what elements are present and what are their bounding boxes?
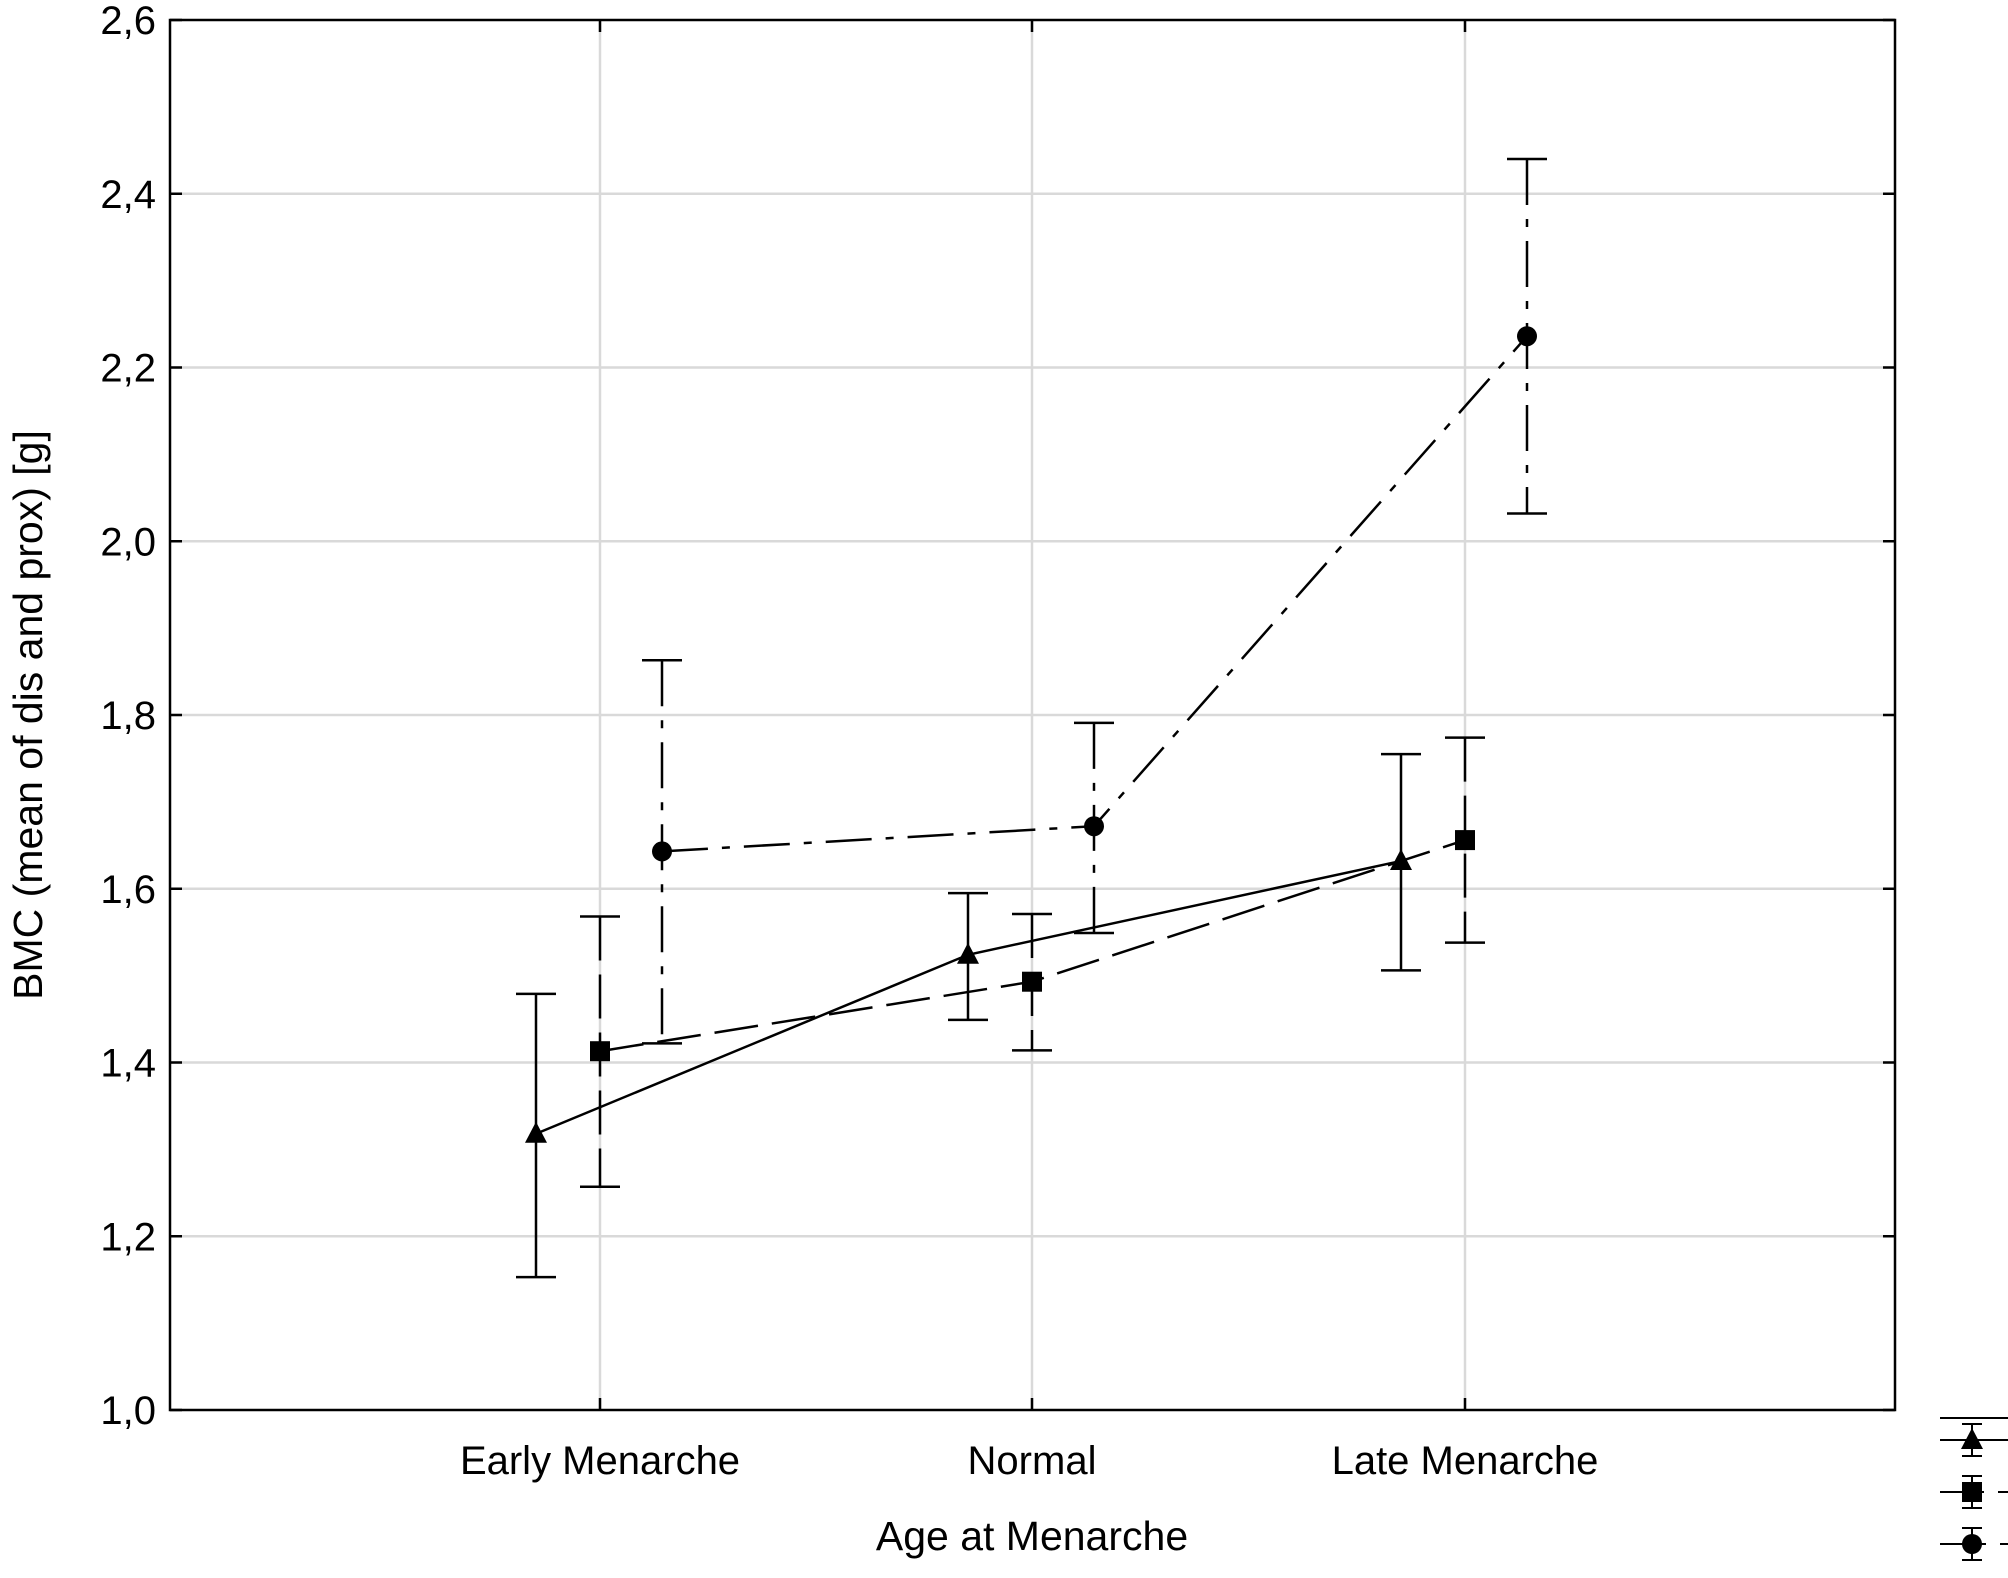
y-tick-label: 2,2 <box>100 347 156 391</box>
legend-marker-triangle <box>1961 1428 1983 1449</box>
data-point-circle <box>1517 326 1537 347</box>
y-tick-label: 1,0 <box>100 1389 156 1433</box>
y-axis-title: BMC (mean of dis and prox) [g] <box>5 430 51 1000</box>
legend-item-circle <box>1940 1527 2008 1561</box>
legend-item-square <box>1940 1475 2008 1509</box>
series-group <box>516 157 1547 1279</box>
data-point-square <box>1455 830 1475 851</box>
data-point-triangle <box>1390 848 1412 870</box>
legend-marker-square <box>1962 1482 1982 1502</box>
legend-marker-circle <box>1962 1534 1982 1554</box>
x-axis: Early Menarche Normal Late Menarche <box>460 20 1598 1483</box>
x-tick-label: Early Menarche <box>460 1439 740 1483</box>
series-line <box>661 335 1528 853</box>
y-axis: 1,0 1,2 1,4 1,6 1,8 2,0 2,2 2,4 2,6 <box>100 0 1895 1433</box>
y-tick-label: 1,6 <box>100 868 156 912</box>
data-point-circle <box>1084 816 1104 837</box>
data-point-triangle <box>525 1121 547 1143</box>
x-tick-label: Late Menarche <box>1332 1439 1599 1483</box>
y-tick-label: 1,4 <box>100 1042 156 1086</box>
data-point-square <box>1022 971 1042 992</box>
x-axis-title: Age at Menarche <box>876 1513 1188 1559</box>
series-square <box>580 736 1485 1188</box>
y-tick-label: 2,6 <box>100 0 156 43</box>
series-circle <box>642 157 1547 1045</box>
grid <box>170 20 1895 1410</box>
data-point-triangle <box>957 942 979 964</box>
data-point-square <box>590 1041 610 1062</box>
legend <box>1940 1417 2008 1561</box>
data-point-circle <box>652 841 672 862</box>
legend-item-triangle <box>1940 1423 2008 1457</box>
y-tick-label: 1,8 <box>100 694 156 738</box>
y-tick-label: 1,2 <box>100 1215 156 1259</box>
x-tick-label: Normal <box>968 1439 1097 1483</box>
y-tick-label: 2,0 <box>100 520 156 564</box>
y-tick-label: 2,4 <box>100 173 156 217</box>
